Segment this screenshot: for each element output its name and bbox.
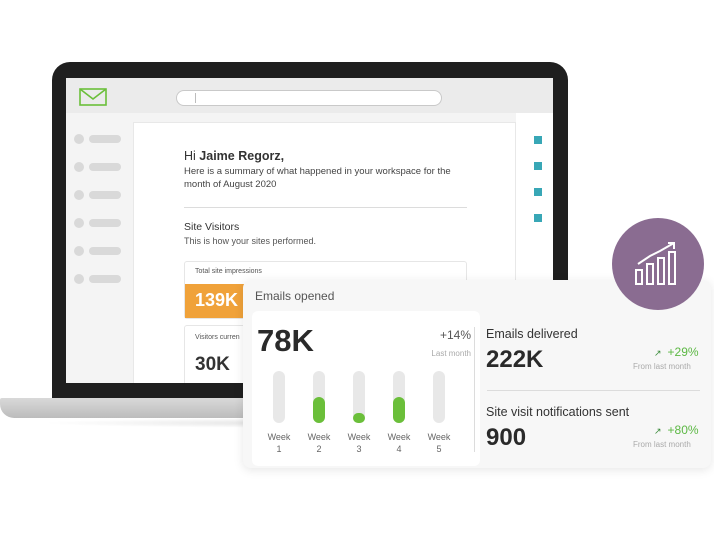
emails-opened-panel: 78K +14% Last month Week 1 Week 2 Week 3 We… [252,311,480,466]
week-bar [353,371,365,423]
visitors-label: Visitors curren [195,334,240,341]
visitors-value: 30K [195,354,230,375]
greeting-prefix: Hi [184,149,196,163]
emails-opened-value: 78K [257,323,314,358]
week-bar-fill [313,397,325,423]
emails-delivered-value: 222K [486,346,544,373]
summary-text: Here is a summary of what happened in yo… [184,166,451,190]
impressions-label: Total site impressions [195,268,262,275]
divider [184,207,467,208]
greeting: Hi Jaime Regorz, [184,149,284,163]
notifications-delta: ↗ +80% [654,423,699,437]
mail-icon[interactable] [79,88,107,106]
emails-delivered-note: From last month [633,362,691,371]
week-bar [433,371,445,423]
week-bar [313,371,325,423]
emails-opened-delta-note: Last month [431,349,471,358]
bar-chart-up-icon [635,242,676,285]
metric-divider [487,390,700,391]
emails-delivered-title: Emails delivered [486,327,578,341]
panel-marker[interactable] [534,188,542,196]
arrow-up-right-icon: ↗ [654,348,662,358]
week-label: Week 3 [347,432,371,454]
week-label: Week 2 [307,432,331,454]
recipient-name: Jaime Regorz, [199,149,285,163]
notifications-title: Site visit notifications sent [486,405,630,419]
site-visitors-title: Site Visitors [184,221,240,233]
panel-marker[interactable] [534,162,542,170]
arrow-up-right-icon: ↗ [654,426,662,436]
week-label: Week 1 [267,432,291,454]
week-bar [393,371,405,423]
notifications-note: From last month [633,440,691,449]
panel-marker[interactable] [534,136,542,144]
emails-opened-title: Emails opened [255,289,335,303]
week-label: Week 4 [387,432,411,454]
emails-opened-delta: +14% [439,328,471,342]
notifications-value: 900 [486,424,527,451]
card-divider [474,327,475,452]
analytics-card: Emails opened 78K +14% Last month Week 1 … [243,280,711,468]
panel-marker[interactable] [534,214,542,222]
url-bar[interactable] [176,90,442,106]
week-bar-fill [393,397,405,423]
chart-badge [612,218,704,310]
browser-bar [66,78,553,113]
site-visitors-subtitle: This is how your sites performed. [184,236,317,246]
week-bar-fill [353,413,365,423]
emails-delivered-delta: ↗ +29% [654,345,699,359]
week-label: Week 5 [427,432,451,454]
week-bar [273,371,285,423]
